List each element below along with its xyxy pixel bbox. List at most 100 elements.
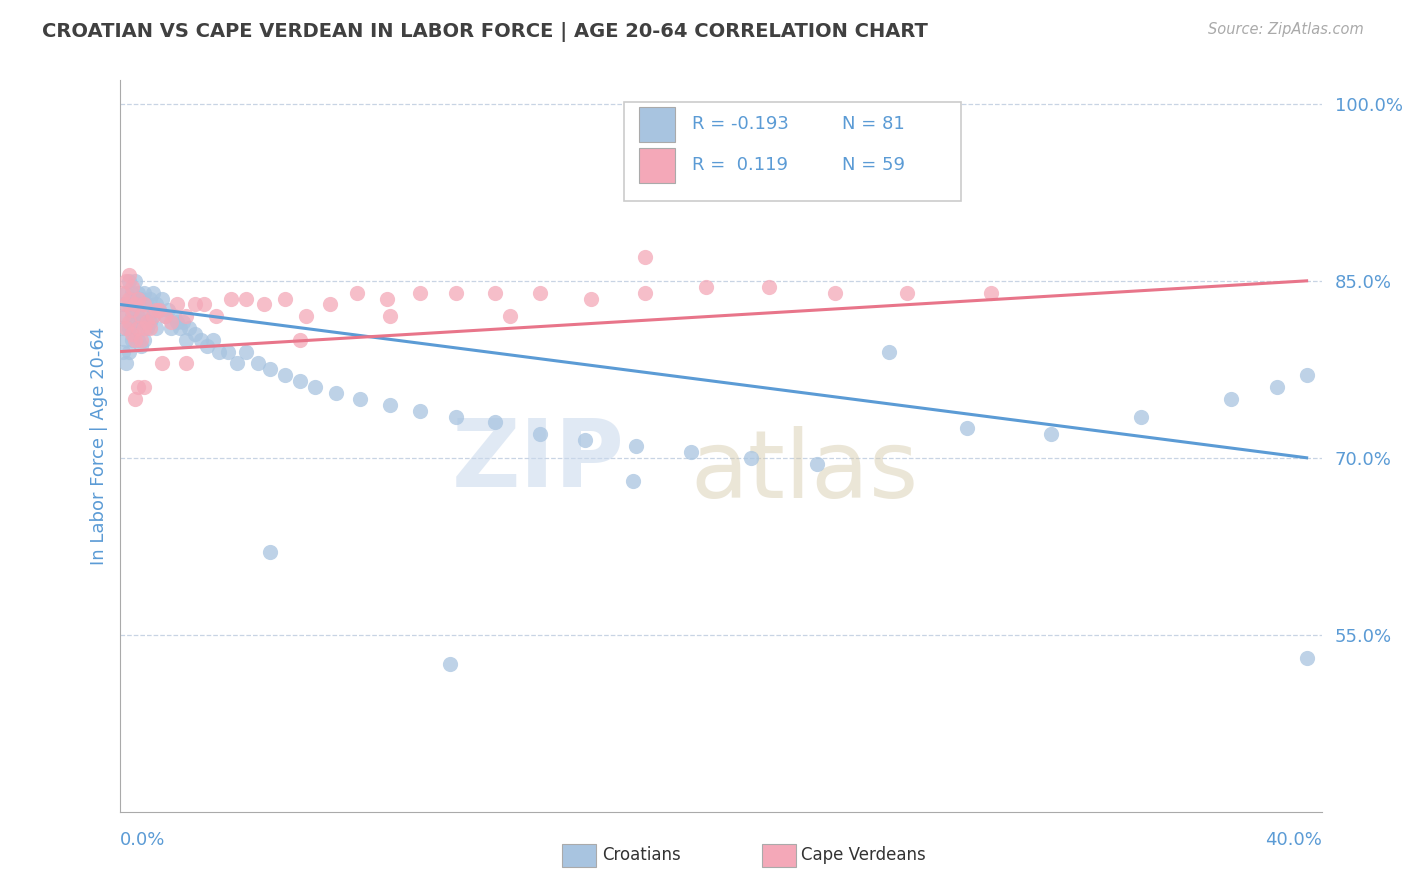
Point	[484, 285, 506, 300]
Point	[201, 333, 224, 347]
Point	[117, 321, 139, 335]
Point	[346, 285, 368, 300]
Point	[378, 398, 401, 412]
Text: Cape Verdeans: Cape Verdeans	[801, 847, 927, 864]
FancyBboxPatch shape	[624, 103, 960, 201]
Point	[217, 344, 239, 359]
Point	[235, 344, 257, 359]
Text: N = 81: N = 81	[842, 115, 904, 134]
Point	[219, 292, 242, 306]
Point	[195, 339, 218, 353]
Point	[183, 326, 205, 341]
Point	[111, 321, 134, 335]
Point	[274, 368, 297, 383]
Point	[114, 297, 136, 311]
Point	[349, 392, 371, 406]
Point	[129, 339, 152, 353]
Point	[129, 333, 152, 347]
Point	[159, 321, 181, 335]
Point	[142, 285, 165, 300]
Point	[259, 362, 281, 376]
Point	[117, 268, 139, 282]
Point	[129, 310, 152, 324]
Point	[148, 303, 170, 318]
Point	[111, 285, 134, 300]
Point	[121, 333, 143, 347]
Text: 40.0%: 40.0%	[1265, 831, 1322, 849]
Point	[253, 297, 276, 311]
Point	[288, 374, 311, 388]
Point	[288, 333, 311, 347]
Point	[124, 392, 146, 406]
Point	[132, 297, 155, 311]
Point	[150, 292, 173, 306]
Point	[444, 409, 467, 424]
Point	[142, 310, 165, 324]
Point	[117, 297, 139, 311]
Point	[124, 333, 146, 347]
Point	[274, 292, 297, 306]
Point	[1295, 651, 1317, 665]
Point	[204, 310, 226, 324]
Point	[159, 315, 181, 329]
Point	[121, 285, 143, 300]
Point	[111, 344, 134, 359]
Point	[304, 380, 326, 394]
Text: R =  0.119: R = 0.119	[692, 155, 787, 174]
Point	[114, 310, 136, 324]
Point	[174, 310, 197, 324]
Point	[132, 285, 155, 300]
Point	[295, 310, 318, 324]
Point	[877, 344, 900, 359]
Point	[135, 315, 157, 329]
Point	[124, 274, 146, 288]
Text: ZIP: ZIP	[451, 415, 624, 507]
Point	[1220, 392, 1243, 406]
Point	[121, 279, 143, 293]
Point	[319, 297, 342, 311]
Point	[132, 310, 155, 324]
Point	[499, 310, 522, 324]
Point	[111, 310, 134, 324]
Point	[444, 285, 467, 300]
Bar	[638, 107, 675, 143]
Point	[145, 297, 167, 311]
Point	[129, 292, 152, 306]
Point	[375, 292, 398, 306]
Point	[148, 303, 170, 318]
Point	[124, 321, 146, 335]
Point	[124, 297, 146, 311]
Point	[172, 315, 194, 329]
Point	[117, 315, 139, 329]
Point	[409, 285, 432, 300]
Point	[129, 315, 152, 329]
Point	[121, 303, 143, 318]
Point	[626, 439, 648, 453]
Point	[634, 285, 657, 300]
Point	[177, 321, 200, 335]
Point	[121, 326, 143, 341]
Point	[1040, 427, 1063, 442]
Point	[439, 657, 461, 672]
Point	[740, 450, 762, 465]
Point	[623, 475, 645, 489]
Point	[150, 356, 173, 370]
Point	[114, 285, 136, 300]
Point	[117, 344, 139, 359]
Text: CROATIAN VS CAPE VERDEAN IN LABOR FORCE | AGE 20-64 CORRELATION CHART: CROATIAN VS CAPE VERDEAN IN LABOR FORCE …	[42, 22, 928, 42]
Point	[156, 303, 179, 318]
Point	[581, 292, 603, 306]
Point	[127, 321, 149, 335]
Point	[484, 416, 506, 430]
Point	[153, 310, 176, 324]
Point	[574, 433, 596, 447]
Point	[1130, 409, 1153, 424]
Point	[127, 292, 149, 306]
Point	[174, 356, 197, 370]
Point	[132, 380, 155, 394]
Point	[529, 285, 551, 300]
Point	[529, 427, 551, 442]
Point	[896, 285, 918, 300]
Point	[138, 315, 160, 329]
Point	[758, 279, 780, 293]
